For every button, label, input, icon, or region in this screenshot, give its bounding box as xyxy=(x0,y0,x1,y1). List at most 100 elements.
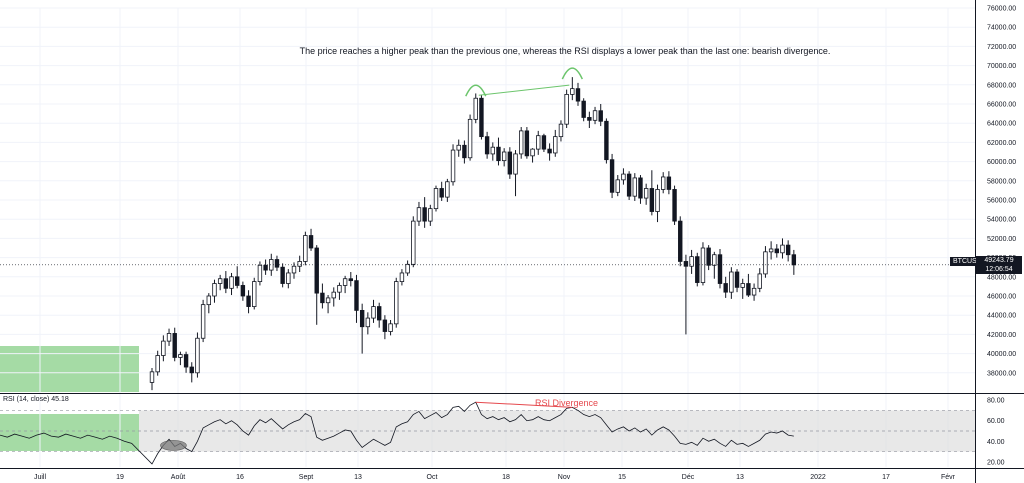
candle-body xyxy=(422,207,427,222)
candle-body xyxy=(791,254,797,266)
x-tick-label: Nov xyxy=(558,474,571,481)
rsi-pane xyxy=(0,401,975,465)
candle-body xyxy=(405,263,410,274)
rsi-divergence-line xyxy=(475,401,573,408)
price-tick-label: 46000.00 xyxy=(987,294,1016,301)
price-tick-label: 42000.00 xyxy=(987,332,1016,339)
candle-body xyxy=(746,283,751,296)
price-tick-label: 66000.00 xyxy=(987,102,1016,109)
x-tick-label: Févr xyxy=(941,474,956,481)
candle-body xyxy=(740,283,745,288)
candle-body xyxy=(501,151,507,162)
candle-body xyxy=(252,281,257,307)
candle-body xyxy=(530,148,535,157)
candle-body xyxy=(382,319,388,332)
candle-body xyxy=(649,188,655,212)
candle-body xyxy=(212,283,217,297)
candle-body xyxy=(257,264,263,282)
candle-body xyxy=(450,149,456,183)
x-tick-label: 16 xyxy=(236,474,244,481)
price-tick-label: 52000.00 xyxy=(987,236,1016,243)
candle-body xyxy=(564,94,569,125)
candle-body xyxy=(763,251,768,275)
x-tick-label: 17 xyxy=(882,474,890,481)
rsi-tick-label: 40.00 xyxy=(987,439,1005,446)
candle-body xyxy=(274,259,280,268)
price-tick-label: 64000.00 xyxy=(987,121,1016,128)
candle-body xyxy=(473,97,478,120)
candle-body xyxy=(348,278,353,282)
candle-body xyxy=(234,276,240,286)
candle-body xyxy=(507,151,513,175)
x-tick-label: 13 xyxy=(354,474,362,481)
candle-body xyxy=(314,247,319,294)
candle-body xyxy=(303,235,308,262)
oversold-marker xyxy=(160,440,187,451)
candle-body xyxy=(575,88,581,102)
x-tick-label: 19 xyxy=(116,474,124,481)
candle-body xyxy=(337,285,342,293)
price-tick-label: 74000.00 xyxy=(987,25,1016,32)
rsi-tick-label: 80.00 xyxy=(987,398,1005,405)
x-tick-label: 13 xyxy=(736,474,744,481)
candle-body xyxy=(280,266,285,284)
candle-body xyxy=(598,110,603,122)
price-tick-label: 76000.00 xyxy=(987,6,1016,13)
candle-body xyxy=(263,264,268,271)
price-tick-label: 38000.00 xyxy=(987,370,1016,377)
candle-body xyxy=(416,207,422,222)
candle-body xyxy=(183,354,189,368)
candle-body xyxy=(519,130,524,155)
x-tick-label: Oct xyxy=(427,474,438,481)
candle-body xyxy=(178,354,183,358)
candle-body xyxy=(604,120,609,161)
candle-body xyxy=(394,281,399,325)
candle-body xyxy=(643,188,649,199)
candle-body xyxy=(712,254,717,266)
price-tick-label: 44000.00 xyxy=(987,313,1016,320)
candle-body xyxy=(365,317,371,328)
price-tick-label: 58000.00 xyxy=(987,178,1016,185)
highlight-box xyxy=(0,346,139,392)
candle-body xyxy=(553,136,558,154)
candle-body xyxy=(359,309,365,328)
x-tick-label: Août xyxy=(171,474,185,481)
candle-body xyxy=(570,88,575,95)
candle-body xyxy=(780,244,785,254)
candle-body xyxy=(695,256,700,283)
candle-body xyxy=(376,306,382,321)
candle-body xyxy=(479,97,484,138)
candle-body xyxy=(342,278,348,286)
candle-body xyxy=(172,333,177,358)
price-tick-label: 70000.00 xyxy=(987,63,1016,70)
candle-body xyxy=(524,130,530,157)
candle-body xyxy=(581,100,586,118)
candle-body xyxy=(609,159,615,193)
candle-body xyxy=(217,278,223,284)
chart-annotation: The price reaches a higher peak than the… xyxy=(299,46,831,56)
candle-body xyxy=(286,272,291,284)
candle-body xyxy=(223,278,229,289)
candle-body xyxy=(717,254,723,284)
candle-body xyxy=(456,144,461,151)
price-peak-arc xyxy=(465,84,487,97)
candle-body xyxy=(490,146,495,155)
candle-body xyxy=(626,173,632,197)
rsi-indicator-label: RSI (14, close) 45.18 xyxy=(3,396,69,403)
candle-body xyxy=(683,261,689,267)
price-tick-label: 68000.00 xyxy=(987,82,1016,89)
price-tick-label: 48000.00 xyxy=(987,274,1016,281)
x-tick-label: Sept xyxy=(299,474,313,481)
candle-body xyxy=(592,110,598,121)
price-tick-label: 60000.00 xyxy=(987,159,1016,166)
candle-body xyxy=(689,256,694,267)
candle-body xyxy=(166,333,172,342)
candle-body xyxy=(513,153,518,175)
candles xyxy=(149,77,797,391)
rsi-line xyxy=(0,401,794,465)
price-tick-label: 72000.00 xyxy=(987,44,1016,51)
candle-body xyxy=(428,208,433,222)
candle-body xyxy=(661,176,666,190)
candle-body xyxy=(462,144,467,159)
